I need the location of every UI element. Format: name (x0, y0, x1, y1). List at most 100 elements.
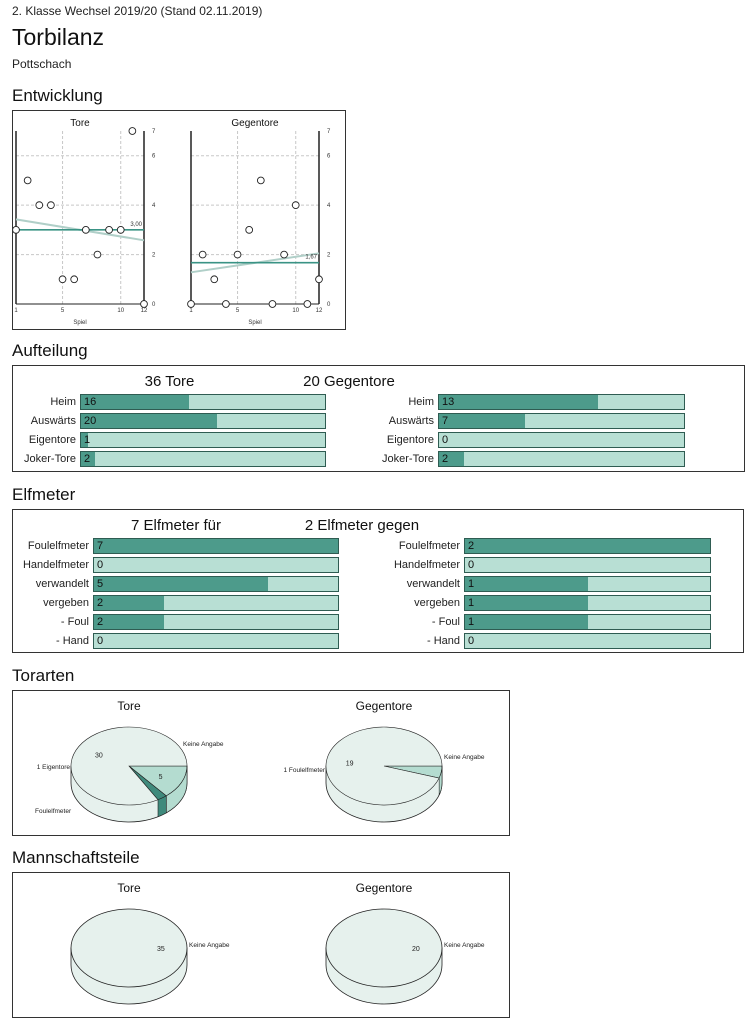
elfmeter-fuer-row-label: vergeben (43, 597, 89, 609)
gegentore-x-axis-label: Spiel (248, 320, 261, 326)
tore-data-point (23, 176, 32, 185)
tore-data-point (35, 201, 44, 209)
elfmeter-gegen-row-label: verwandelt (406, 578, 460, 590)
elfmeter-fuer-bar-track: 0 (93, 557, 339, 573)
aufteilung-tore-bar-value: 16 (84, 396, 97, 408)
mannschaftsteile-panel: Tore 35 Keine Angabe Gegentore 20 Keine Angab… (12, 872, 510, 1018)
league-heading: 2. Klasse Wechsel 2019/20 (Stand 02.11.2… (12, 4, 263, 18)
elfmeter-fuer-bar-track: 5 (93, 576, 339, 592)
aufteilung-tore-panel-title: 36 Tore (144, 373, 195, 390)
gegentore-data-point (315, 275, 323, 284)
gegentore-average-label: 1,67 (305, 255, 317, 261)
elfmeter-gegen-row-label: - Foul (431, 616, 460, 628)
elfmeter-fuer-row-label: - Hand (55, 635, 89, 647)
elfmeter-gegen-row-label: Handelfmeter (393, 559, 460, 571)
aufteilung-panel: 36 Tore Heim 16 Auswärts 2 0 Eigentore 1 Joker-T… (12, 365, 745, 472)
aufteilung-gegentore-bar-value: 7 (442, 415, 449, 427)
torarten-tore-pie-outside-label: Keine Angabe (183, 741, 224, 748)
tore-x-tick-label: 10 (117, 308, 124, 314)
tore-x-tick-label: 12 (141, 308, 148, 314)
elfmeter-gegen-bar-value: 1 (468, 578, 475, 590)
aufteilung-gegentore-bar-value: 13 (442, 396, 455, 408)
aufteilung-gegentore-row-label: Eigentore (386, 434, 434, 446)
aufteilung-gegentore-bar-value: 2 (442, 453, 449, 465)
aufteilung-tore-bar-fill (81, 452, 95, 466)
torarten-gegentore-pie-outside-label: Keine Angabe (444, 754, 485, 761)
aufteilung-tore-bar-track: 1 (80, 432, 326, 448)
aufteilung-gegentore-panel-title: 20 Gegentore (303, 373, 395, 390)
aufteilung-tore-row-label: Eigentore (28, 434, 76, 446)
elfmeter-gegen-bar-value: 0 (468, 635, 475, 647)
torarten-tore-pie-outside-label: Foulelfmeter (35, 808, 72, 815)
elfmeter-fuer-bar-track: 2 (93, 595, 339, 611)
mannschaftsteile-gegentore-pie-outside-label: Keine Angabe (444, 942, 485, 949)
elfmeter-gegen-bar-value: 2 (468, 540, 475, 552)
aufteilung-gegentore-bar-value: 0 (442, 434, 449, 446)
elfmeter-fuer-row-label: verwandelt (35, 578, 89, 590)
section-title-elfmeter: Elfmeter (12, 485, 76, 504)
elfmeter-gegen-row-label: Foulelfmeter (398, 540, 460, 552)
aufteilung-gegentore-row-label: Auswärts (388, 415, 434, 427)
gegentore-data-point (222, 300, 230, 308)
entwicklung-panel: Tore 0 2 4 6 7 1 5 10 12 Spiel 3,00 Gegentore 0 2 4 6 7 1 5… (12, 110, 346, 330)
tore-x-axis-label: Spiel (73, 320, 86, 326)
elfmeter-gegen-panel-title: 2 Elfmeter gegen (304, 517, 420, 534)
tore-y-tick-label: 2 (152, 253, 156, 259)
aufteilung-gegentore-bar-track: 2 (438, 451, 685, 467)
section-title-entwicklung: Entwicklung (12, 86, 103, 105)
aufteilung-gegentore-bar-fill (439, 414, 525, 428)
mannschaftsteile-tore-pie-outside-label: Keine Angabe (189, 942, 230, 949)
elfmeter-gegen-bar-fill (465, 577, 588, 591)
tore-y-tick-label: 7 (152, 129, 156, 135)
aufteilung-tore-bar-value: 1 (84, 434, 91, 446)
torarten-gegentore-pie-value-label: 19 (346, 760, 354, 767)
section-title-torarten: Torarten (12, 666, 75, 685)
tore-x-tick-label: 1 (14, 308, 18, 314)
gegentore-data-point (210, 275, 219, 284)
tore-data-point (12, 226, 20, 234)
entwicklung-charts: Tore 0 2 4 6 7 1 5 10 12 Spiel 3,00 Gegentore 0 2 4 6 7 1 5… (12, 118, 331, 326)
tore-data-point (140, 300, 148, 308)
aufteilung-gegentore-row-label: Heim (408, 396, 434, 408)
gegentore-x-tick-label: 12 (316, 308, 323, 314)
torarten-tore-pie-slice (70, 726, 188, 806)
torarten-gegentore-pie-slice (325, 726, 443, 806)
tore-data-point (128, 127, 137, 135)
gegentore-x-tick-label: 5 (236, 308, 240, 314)
aufteilung-tore-bar-track: 2 (80, 451, 326, 467)
tore-data-point (105, 226, 113, 234)
tore-x-tick-label: 5 (61, 308, 65, 314)
aufteilung-gegentore-bar-track: 13 (438, 394, 685, 410)
gegentore-data-point (187, 300, 195, 308)
aufteilung-tore-bar-fill (81, 433, 88, 447)
mannschaftsteile-tore-pie-value-label: 35 (157, 946, 165, 953)
gegentore-data-point (245, 226, 254, 234)
tore-chart-title: Tore (70, 118, 90, 129)
gegentore-y-tick-label: 4 (327, 203, 331, 209)
tore-data-point (47, 201, 55, 209)
elfmeter-gegen-bar-track: 2 (464, 538, 711, 554)
torarten-tore-pie-title: Tore (117, 699, 141, 713)
aufteilung-tore-bar-value: 2 (84, 453, 91, 465)
aufteilung-gegentore-bar-track: 0 (438, 432, 685, 448)
aufteilung-tore-bar-fill (81, 414, 217, 428)
elfmeter-fuer-bar-value: 7 (97, 540, 104, 552)
gegentore-x-tick-label: 1 (189, 308, 193, 314)
gegentore-data-point (268, 300, 277, 308)
team-name: Pottschach (12, 57, 72, 71)
gegentore-y-tick-label: 0 (327, 302, 331, 308)
elfmeter-fuer-bar-value: 2 (97, 597, 104, 609)
aufteilung-gegentore-bar-fill (439, 452, 464, 466)
aufteilung-gegentore-row-label: Joker-Tore (382, 453, 434, 465)
mannschaftsteile-tore-pie-title: Tore (117, 881, 141, 895)
section-title-mannschaftsteile: Mannschaftsteile (12, 848, 140, 867)
aufteilung-tore-row-label: Heim (50, 396, 76, 408)
gegentore-data-point (280, 250, 288, 259)
elfmeter-gegen-bar-track: 1 (464, 576, 711, 592)
elfmeter-fuer-bar-track: 2 (93, 614, 339, 630)
elfmeter-gegen-bar-fill (465, 615, 588, 629)
mannschaftsteile-gegentore-pie-title: Gegentore (356, 881, 413, 895)
gegentore-data-point (233, 250, 242, 259)
elfmeter-gegen-bar-track: 1 (464, 614, 711, 630)
mannschaftsteile-gegentore-pie-slice (325, 908, 443, 988)
